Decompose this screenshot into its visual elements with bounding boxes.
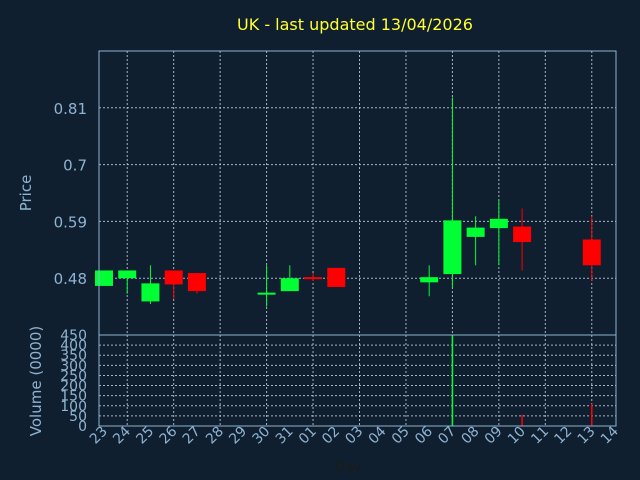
candle-24 xyxy=(118,270,137,294)
volume-y-tick-label: 150 xyxy=(60,389,87,405)
candle-body xyxy=(489,218,508,229)
candle-body xyxy=(257,292,276,295)
candle-body xyxy=(187,273,206,292)
candle-27 xyxy=(187,273,206,294)
x-axis-label: Day xyxy=(334,459,362,475)
price-y-tick-label: 0.7 xyxy=(63,157,87,175)
volume-y-tick-label: 250 xyxy=(60,368,87,384)
volume-y-tick-label: 400 xyxy=(60,338,87,354)
price-y-tick-labels: 0.48 0.59 0.7 0.81 xyxy=(54,100,87,288)
volume-y-tick-label: 0 xyxy=(78,419,87,435)
candle-body xyxy=(582,239,601,266)
price-y-tick-label: 0.48 xyxy=(54,270,87,288)
volume-y-tick-label: 350 xyxy=(60,348,87,364)
candle-body xyxy=(513,226,532,243)
candle-08 xyxy=(466,216,485,266)
volume-y-tick-label: 50 xyxy=(69,409,87,425)
price-y-tick-label: 0.59 xyxy=(54,213,87,231)
candle-23 xyxy=(95,270,113,286)
volume-axis-label: Volume (0000) xyxy=(27,326,45,436)
candle-06 xyxy=(420,265,439,297)
candle-01 xyxy=(304,273,323,281)
candle-31 xyxy=(280,265,299,292)
volume-y-tick-label: 450 xyxy=(60,328,87,344)
candle-02 xyxy=(327,267,346,287)
candle-26 xyxy=(164,270,183,299)
volume-y-tick-label: 300 xyxy=(60,358,87,374)
candle-body xyxy=(95,270,113,286)
candle-body xyxy=(420,277,439,283)
candle-30 xyxy=(257,265,276,307)
candle-body xyxy=(443,220,462,275)
x-tick-labels: 23 24 25 26 27 28 29 30 31 01 02 03 04 05 06 07 08 09 10 11… xyxy=(87,423,622,447)
price-axis-label: Price xyxy=(17,175,35,212)
volume-y-tick-label: 100 xyxy=(60,399,87,415)
chart-title: UK - last updated 13/04/2026 xyxy=(237,15,473,34)
candle-body xyxy=(327,267,346,287)
candle-body xyxy=(466,227,485,237)
candle-13 xyxy=(582,216,601,281)
candle-body xyxy=(141,283,160,302)
candle-body xyxy=(280,278,299,292)
price-y-tick-label: 0.81 xyxy=(54,100,87,118)
candle-body xyxy=(304,277,323,280)
candle-07 xyxy=(443,97,462,289)
volume-bars xyxy=(451,335,593,426)
candle-body xyxy=(164,270,183,285)
candle-10 xyxy=(513,208,532,271)
candle-25 xyxy=(141,265,160,305)
volume-plot-frame xyxy=(98,334,617,427)
candle-09 xyxy=(489,200,508,266)
candle-body xyxy=(118,270,137,279)
volume-y-tick-label: 200 xyxy=(60,379,87,395)
